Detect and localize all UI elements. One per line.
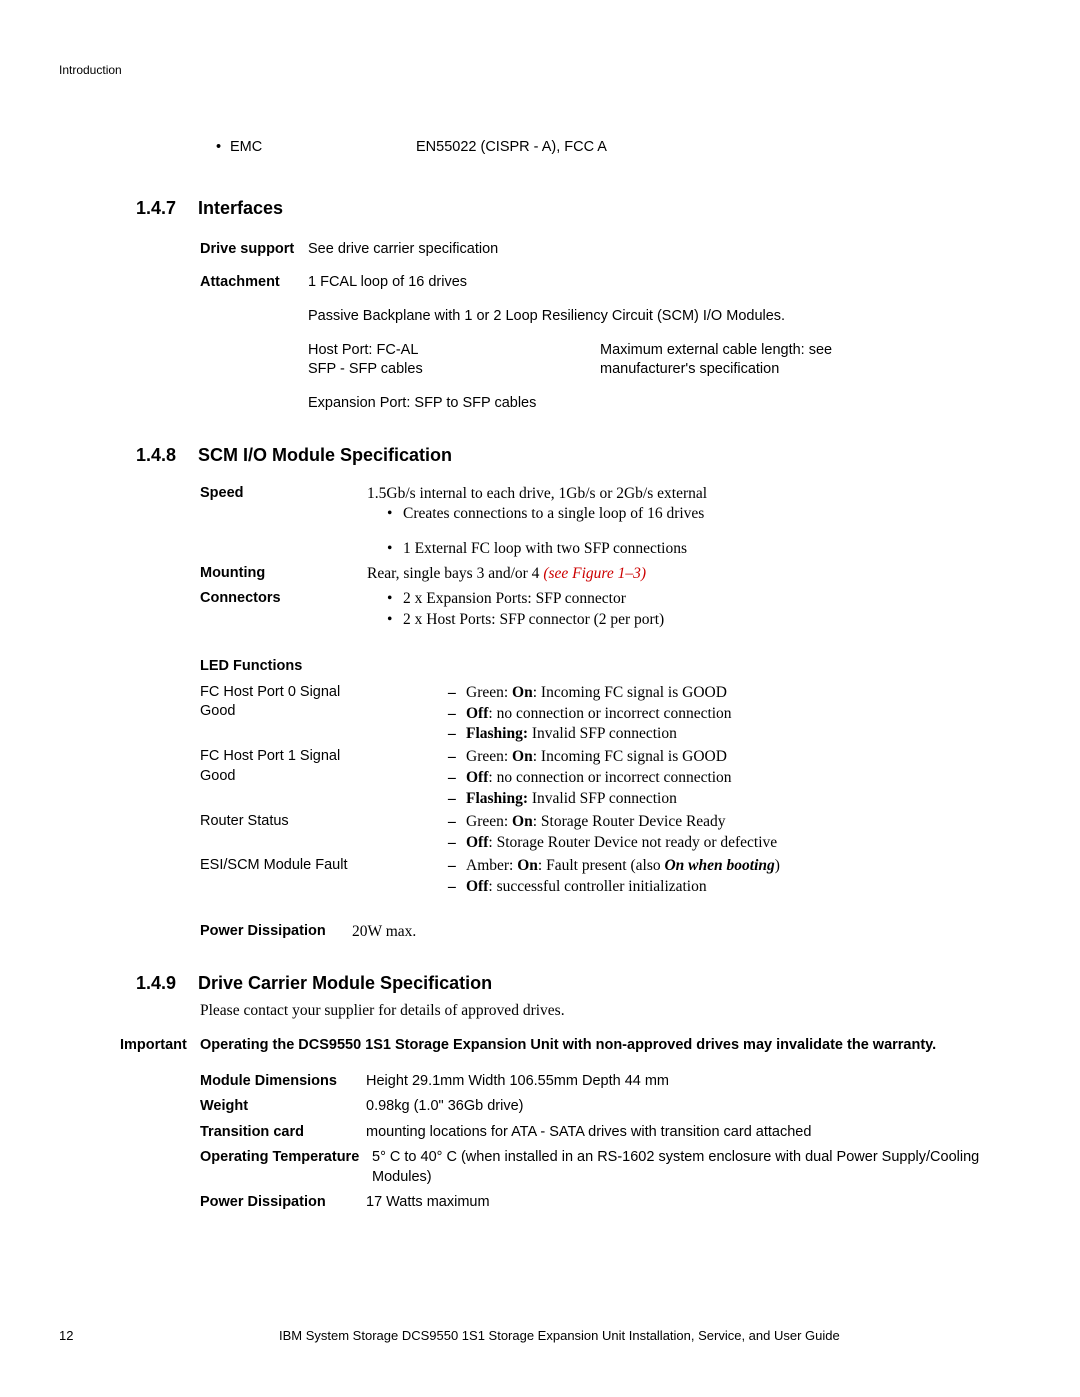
power-value: 20W max. xyxy=(352,922,416,943)
host-port-left: Host Port: FC-AL SFP - SFP cables xyxy=(308,341,600,380)
bullet-dot: • xyxy=(387,610,403,631)
section-title: Drive Carrier Module Specification xyxy=(198,971,1020,995)
attachment-value: 1 FCAL loop of 16 drives xyxy=(308,273,1020,293)
dim-label: Module Dimensions xyxy=(200,1072,366,1092)
fault-line2: Off: successful controller initializatio… xyxy=(466,877,1020,898)
drive-support-label: Drive support xyxy=(200,240,308,260)
section-147-heading: 1.4.7 Interfaces xyxy=(60,196,1020,220)
ot-label: Operating Temperature xyxy=(200,1148,366,1187)
page-footer: 12 IBM System Storage DCS9550 1S1 Storag… xyxy=(59,1327,1021,1345)
led0-label-l2: Good xyxy=(200,702,404,722)
conn-bullet-2: 2 x Host Ports: SFP connector (2 per por… xyxy=(403,610,1020,631)
host-port-l1: Host Port: FC-AL xyxy=(308,341,600,361)
wt-label: Weight xyxy=(200,1097,366,1117)
power-label: Power Dissipation xyxy=(200,922,352,943)
host-port-r1: Maximum external cable length: see xyxy=(600,341,1020,361)
pd-val: 17 Watts maximum xyxy=(366,1193,1020,1213)
speed-bullet-2: 1 External FC loop with two SFP connecti… xyxy=(403,539,1020,560)
speed-bullet-1: Creates connections to a single loop of … xyxy=(403,504,1020,525)
led1-label-l2: Good xyxy=(200,767,404,787)
bullet-dot: • xyxy=(387,589,403,610)
bullet-dot: • xyxy=(387,504,403,525)
section-number: 1.4.8 xyxy=(136,443,198,467)
wt-val: 0.98kg (1.0" 36Gb drive) xyxy=(366,1097,1020,1117)
led0-line3: Flashing: Invalid SFP connection xyxy=(466,724,1020,745)
section-number: 1.4.7 xyxy=(136,196,198,220)
section-149-heading: 1.4.9 Drive Carrier Module Specification xyxy=(60,971,1020,995)
mounting-label: Mounting xyxy=(200,564,367,585)
section-title: Interfaces xyxy=(198,196,1020,220)
section-number: 1.4.9 xyxy=(136,971,198,995)
power-dissipation-row: Power Dissipation 20W max. xyxy=(200,922,1020,943)
speed-row: Speed 1.5Gb/s internal to each drive, 1G… xyxy=(200,484,1020,561)
drive-support-value: See drive carrier specification xyxy=(308,240,1020,260)
ot-val: 5° C to 40° C (when installed in an RS-1… xyxy=(366,1148,1020,1187)
led0-label-l1: FC Host Port 0 Signal xyxy=(200,683,404,703)
backplane-row: Passive Backplane with 1 or 2 Loop Resil… xyxy=(200,307,1020,327)
mounting-value: Rear, single bays 3 and/or 4 (see Figure… xyxy=(367,564,1020,585)
expansion-text: Expansion Port: SFP to SFP cables xyxy=(308,394,1020,414)
weight-row: Weight 0.98kg (1.0" 36Gb drive) xyxy=(200,1097,1020,1117)
section-148-heading: 1.4.8 SCM I/O Module Specification xyxy=(60,443,1020,467)
operating-temp-row: Operating Temperature 5° C to 40° C (whe… xyxy=(200,1148,1020,1187)
led-fault-label: ESI/SCM Module Fault xyxy=(200,856,404,898)
dimensions-row: Module Dimensions Height 29.1mm Width 10… xyxy=(200,1072,1020,1092)
attachment-label: Attachment xyxy=(200,273,308,293)
expansion-row: Expansion Port: SFP to SFP cables xyxy=(200,394,1020,414)
conn-bullet-1: 2 x Expansion Ports: SFP connector xyxy=(403,589,1020,610)
router-line1: Green: On: Storage Router Device Ready xyxy=(466,812,1020,833)
tc-label: Transition card xyxy=(200,1123,366,1143)
led1-line3: Flashing: Invalid SFP connection xyxy=(466,789,1020,810)
page-header: Introduction xyxy=(59,62,122,78)
connectors-label: Connectors xyxy=(200,589,367,631)
led-router-label: Router Status xyxy=(200,812,404,854)
emc-value: EN55022 (CISPR - A), FCC A xyxy=(416,138,1020,158)
host-port-l2: SFP - SFP cables xyxy=(308,360,600,380)
page-number: 12 xyxy=(59,1327,279,1345)
fault-line1: Amber: On: Fault present (also On when b… xyxy=(466,856,1020,877)
led0-line1: Green: On: Incoming FC signal is GOOD xyxy=(466,683,1020,704)
emc-row: • EMC EN55022 (CISPR - A), FCC A xyxy=(216,138,1020,158)
pd-label: Power Dissipation xyxy=(200,1193,366,1213)
drive-support-row: Drive support See drive carrier specific… xyxy=(200,240,1020,260)
led-router-row: Router Status –Green: On: Storage Router… xyxy=(200,812,1020,854)
speed-main: 1.5Gb/s internal to each drive, 1Gb/s or… xyxy=(367,484,1020,505)
led-port1-row: FC Host Port 1 Signal Good –Green: On: I… xyxy=(200,747,1020,810)
host-port-row: Host Port: FC-AL SFP - SFP cables Maximu… xyxy=(200,341,1020,380)
section-title: SCM I/O Module Specification xyxy=(198,443,1020,467)
dim-val: Height 29.1mm Width 106.55mm Depth 44 mm xyxy=(366,1072,1020,1092)
bullet-dot: • xyxy=(387,539,403,560)
page-content: • EMC EN55022 (CISPR - A), FCC A 1.4.7 I… xyxy=(60,138,1020,1219)
attachment-row: Attachment 1 FCAL loop of 16 drives xyxy=(200,273,1020,293)
mounting-row: Mounting Rear, single bays 3 and/or 4 (s… xyxy=(200,564,1020,585)
carrier-intro: Please contact your supplier for details… xyxy=(200,1001,1020,1022)
led1-label-l1: FC Host Port 1 Signal xyxy=(200,747,404,767)
transition-row: Transition card mounting locations for A… xyxy=(200,1123,1020,1143)
important-body: Operating the DCS9550 1S1 Storage Expans… xyxy=(200,1036,1020,1056)
connectors-row: Connectors •2 x Expansion Ports: SFP con… xyxy=(200,589,1020,631)
backplane-text: Passive Backplane with 1 or 2 Loop Resil… xyxy=(308,307,1020,327)
led-fault-row: ESI/SCM Module Fault –Amber: On: Fault p… xyxy=(200,856,1020,898)
host-port-r2: manufacturer's specification xyxy=(600,360,1020,380)
led1-line2: Off: no connection or incorrect connecti… xyxy=(466,768,1020,789)
led0-line2: Off: no connection or incorrect connecti… xyxy=(466,704,1020,725)
emc-label: EMC xyxy=(230,138,416,158)
power-diss-row: Power Dissipation 17 Watts maximum xyxy=(200,1193,1020,1213)
led1-line1: Green: On: Incoming FC signal is GOOD xyxy=(466,747,1020,768)
led-port0-row: FC Host Port 0 Signal Good –Green: On: I… xyxy=(200,683,1020,746)
footer-title: IBM System Storage DCS9550 1S1 Storage E… xyxy=(279,1327,1021,1345)
host-port-right: Maximum external cable length: see manuf… xyxy=(600,341,1020,380)
led-functions-heading: LED Functions xyxy=(200,657,1020,677)
important-row: Important Operating the DCS9550 1S1 Stor… xyxy=(60,1036,1020,1056)
tc-val: mounting locations for ATA - SATA drives… xyxy=(366,1123,1020,1143)
speed-label: Speed xyxy=(200,484,367,561)
important-label: Important xyxy=(120,1036,200,1056)
figure-link[interactable]: (see Figure 1–3) xyxy=(543,565,646,582)
router-line2: Off: Storage Router Device not ready or … xyxy=(466,833,1020,854)
bullet-dot: • xyxy=(216,138,230,158)
